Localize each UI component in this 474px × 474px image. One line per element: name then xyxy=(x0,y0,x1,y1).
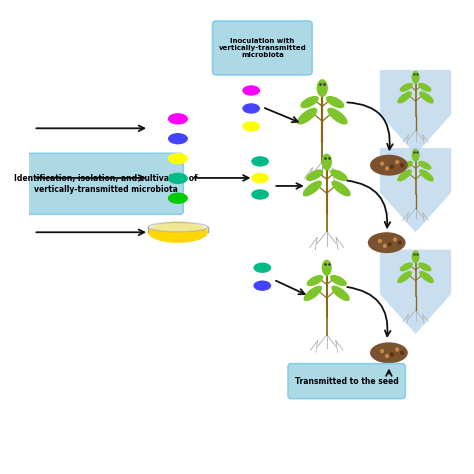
Circle shape xyxy=(380,161,384,166)
Ellipse shape xyxy=(368,232,406,253)
Ellipse shape xyxy=(297,108,317,125)
Ellipse shape xyxy=(254,263,271,273)
Circle shape xyxy=(378,239,382,243)
FancyBboxPatch shape xyxy=(28,154,183,214)
Circle shape xyxy=(385,354,389,358)
Ellipse shape xyxy=(242,103,260,114)
Ellipse shape xyxy=(418,161,431,170)
Ellipse shape xyxy=(168,192,188,204)
Ellipse shape xyxy=(331,181,351,196)
FancyBboxPatch shape xyxy=(288,364,405,399)
Ellipse shape xyxy=(168,113,188,125)
Circle shape xyxy=(398,240,402,245)
Ellipse shape xyxy=(331,286,350,301)
Circle shape xyxy=(383,244,387,248)
Ellipse shape xyxy=(411,250,419,263)
Ellipse shape xyxy=(419,271,434,283)
Circle shape xyxy=(393,237,397,242)
Ellipse shape xyxy=(307,275,323,286)
Circle shape xyxy=(388,242,392,246)
Circle shape xyxy=(400,351,404,355)
Ellipse shape xyxy=(330,169,347,181)
Circle shape xyxy=(380,349,384,354)
Ellipse shape xyxy=(242,121,260,132)
Ellipse shape xyxy=(326,96,344,108)
Ellipse shape xyxy=(317,79,328,97)
Text: Transmitted to the seed: Transmitted to the seed xyxy=(295,377,399,386)
Ellipse shape xyxy=(322,260,332,276)
Ellipse shape xyxy=(251,189,269,200)
Ellipse shape xyxy=(148,222,208,232)
Ellipse shape xyxy=(330,275,347,286)
Ellipse shape xyxy=(397,169,412,182)
Circle shape xyxy=(400,163,404,167)
Polygon shape xyxy=(380,70,451,155)
Ellipse shape xyxy=(254,281,271,291)
Ellipse shape xyxy=(419,169,434,182)
FancyBboxPatch shape xyxy=(212,21,312,75)
Circle shape xyxy=(390,164,394,169)
Text: Inoculation with
vertically-transmitted
microbiota: Inoculation with vertically-transmitted … xyxy=(219,38,306,58)
Polygon shape xyxy=(380,249,451,334)
Ellipse shape xyxy=(397,271,412,283)
Ellipse shape xyxy=(251,173,269,183)
Polygon shape xyxy=(380,148,451,232)
Text: Identification, isolation, and cultivation of
vertically-transmitted microbiota: Identification, isolation, and cultivati… xyxy=(14,174,198,193)
Ellipse shape xyxy=(168,173,188,184)
Ellipse shape xyxy=(303,181,322,196)
Ellipse shape xyxy=(419,91,434,103)
Ellipse shape xyxy=(411,71,419,83)
Circle shape xyxy=(395,347,399,352)
Ellipse shape xyxy=(306,169,323,181)
Circle shape xyxy=(395,160,399,164)
Ellipse shape xyxy=(400,161,413,170)
Ellipse shape xyxy=(327,108,347,125)
Ellipse shape xyxy=(168,153,188,164)
Ellipse shape xyxy=(168,133,188,145)
Ellipse shape xyxy=(321,154,332,170)
Ellipse shape xyxy=(251,156,269,166)
Ellipse shape xyxy=(242,85,260,96)
Ellipse shape xyxy=(303,286,322,301)
Ellipse shape xyxy=(400,83,413,92)
Ellipse shape xyxy=(370,342,408,363)
Circle shape xyxy=(385,166,389,171)
Ellipse shape xyxy=(397,91,412,103)
Ellipse shape xyxy=(300,96,319,108)
Ellipse shape xyxy=(418,83,431,92)
Ellipse shape xyxy=(418,263,431,271)
Ellipse shape xyxy=(370,155,408,175)
Circle shape xyxy=(390,352,394,356)
Ellipse shape xyxy=(148,222,208,243)
Ellipse shape xyxy=(400,263,413,271)
Ellipse shape xyxy=(411,149,419,162)
